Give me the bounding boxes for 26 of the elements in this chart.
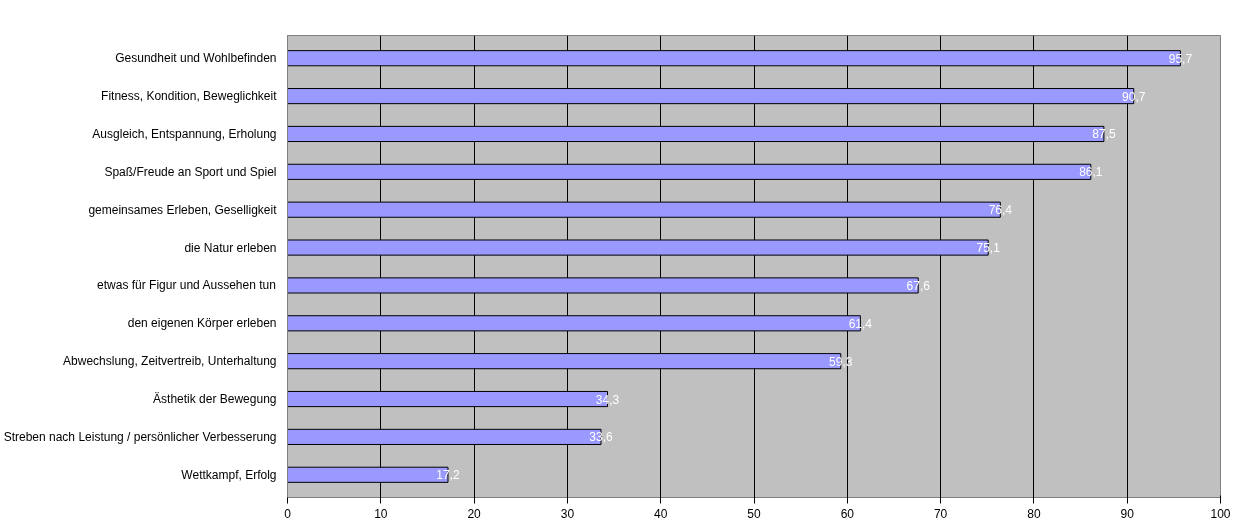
x-tick-label: 50: [747, 506, 761, 521]
data-label: 17,2: [436, 468, 460, 483]
y-tick-label: Ausgleich, Entspannung, Erholung: [92, 126, 277, 141]
x-tick-label: 20: [467, 506, 482, 521]
y-tick-label: gemeinsames Erleben, Geselligkeit: [88, 202, 278, 217]
x-tick-label: 100: [1210, 506, 1231, 521]
data-label: 34,3: [595, 392, 620, 407]
y-tick-label: Gesundheit und Wohlbefinden: [115, 51, 277, 66]
y-tick-label: Ästhetik der Bewegung: [153, 392, 277, 407]
y-tick-label: Wettkampf, Erfolg: [181, 467, 277, 482]
x-tick-label: 10: [374, 506, 388, 521]
x-tick-label: 0: [284, 506, 292, 521]
x-tick-label: 90: [1120, 506, 1135, 521]
y-tick-label: Abwechslung, Zeitvertreib, Unterhaltung: [63, 354, 277, 369]
x-tick-label: 30: [560, 506, 575, 521]
x-tick-label: 70: [933, 506, 948, 521]
y-tick-label: Fitness, Kondition, Beweglichkeit: [101, 89, 278, 104]
y-tick-label: Spaß/Freude an Sport und Spiel: [104, 164, 277, 179]
y-tick-label: den eigenen Körper erleben: [127, 316, 277, 331]
x-tick-label: 40: [654, 506, 668, 521]
y-tick-label: Streben nach Leistung / persönlicher Verbesserung: [3, 429, 277, 444]
y-tick-label: die Natur erleben: [184, 240, 277, 255]
x-tick-label: 60: [840, 506, 855, 521]
y-tick-label: etwas für Figur und Aussehen tun: [97, 278, 276, 293]
data-label: 87,5: [1092, 127, 1116, 142]
x-tick-label: 80: [1027, 506, 1041, 521]
